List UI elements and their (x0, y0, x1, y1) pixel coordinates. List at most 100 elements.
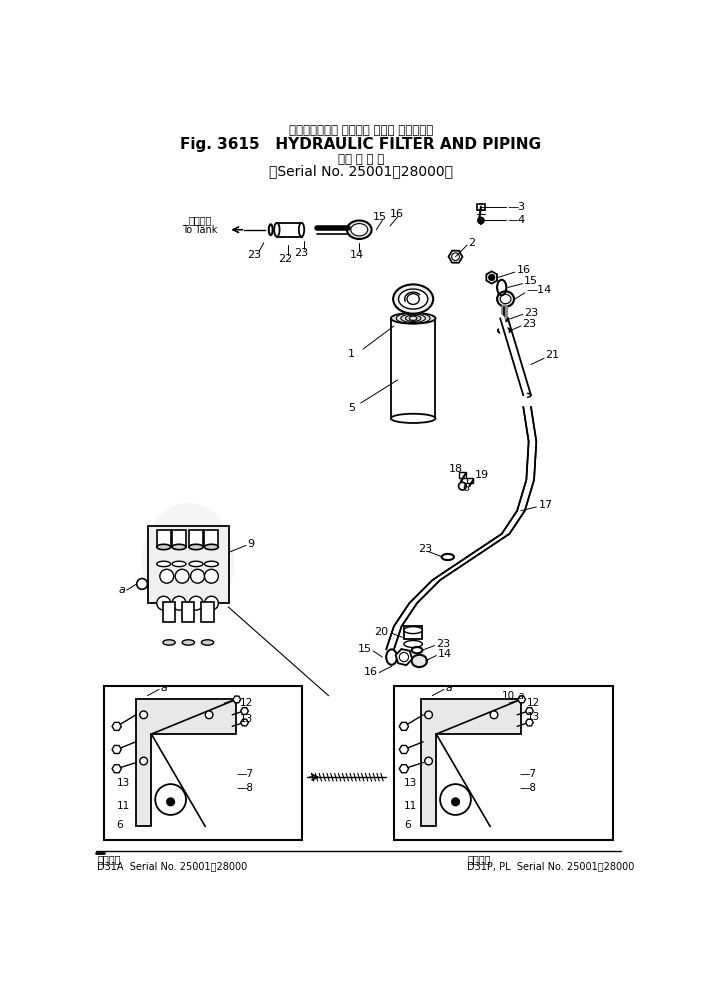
Circle shape (440, 784, 471, 815)
Text: 15: 15 (358, 645, 372, 654)
Text: 9: 9 (248, 539, 255, 549)
Text: a: a (161, 683, 168, 693)
Ellipse shape (398, 289, 428, 309)
Ellipse shape (204, 544, 218, 550)
Ellipse shape (500, 294, 511, 304)
Text: 16: 16 (516, 265, 530, 275)
Text: 23: 23 (294, 248, 308, 258)
Ellipse shape (523, 394, 531, 398)
Text: 23: 23 (524, 308, 538, 318)
Text: 22: 22 (278, 254, 292, 264)
Text: —8: —8 (520, 783, 536, 793)
Ellipse shape (163, 640, 175, 646)
Bar (477, 205, 485, 211)
Text: 6: 6 (462, 483, 469, 493)
Text: a: a (517, 691, 524, 701)
Text: ハイドロリック フイルタ および パイピング: ハイドロリック フイルタ および パイピング (289, 124, 433, 137)
Text: 10: 10 (502, 691, 515, 701)
Circle shape (191, 570, 204, 584)
Text: 20: 20 (375, 627, 389, 637)
Text: 16: 16 (364, 667, 378, 677)
Ellipse shape (404, 641, 422, 647)
Text: Fig. 3615   HYDRAULIC FILTER AND PIPING: Fig. 3615 HYDRAULIC FILTER AND PIPING (180, 138, 541, 153)
Ellipse shape (347, 220, 372, 239)
Text: 21: 21 (546, 350, 560, 360)
Bar (163, 602, 175, 623)
Text: —4: —4 (508, 215, 526, 225)
Circle shape (189, 596, 203, 610)
Text: a: a (118, 585, 125, 595)
Text: —7: —7 (520, 769, 536, 779)
Circle shape (452, 798, 460, 806)
Bar (404, 626, 422, 640)
Text: 11: 11 (117, 801, 130, 811)
Text: 14: 14 (350, 250, 364, 260)
Circle shape (490, 711, 498, 718)
Bar (201, 602, 214, 623)
Circle shape (489, 275, 495, 280)
Circle shape (425, 757, 432, 765)
Polygon shape (421, 700, 521, 827)
Ellipse shape (172, 544, 186, 550)
Bar (103, 687, 301, 840)
Text: 23: 23 (246, 250, 261, 260)
Ellipse shape (393, 284, 433, 314)
Text: 17: 17 (539, 501, 553, 511)
Circle shape (137, 579, 148, 589)
Text: タンクへ: タンクへ (188, 215, 212, 225)
Ellipse shape (189, 561, 203, 567)
Circle shape (399, 652, 408, 661)
Circle shape (157, 596, 170, 610)
Text: 13: 13 (527, 712, 539, 722)
Ellipse shape (157, 561, 170, 567)
Text: 5: 5 (348, 402, 355, 412)
Circle shape (204, 570, 218, 584)
Ellipse shape (201, 640, 214, 646)
Text: 23: 23 (436, 639, 451, 649)
Text: D31A  Serial No. 25001～28000: D31A Serial No. 25001～28000 (97, 862, 248, 872)
Text: 19: 19 (474, 469, 489, 479)
Ellipse shape (412, 654, 427, 667)
Ellipse shape (172, 561, 186, 567)
Text: （適 用 号 機: （適 用 号 機 (338, 153, 384, 165)
Circle shape (155, 784, 186, 815)
Text: To Tank: To Tank (182, 224, 218, 235)
Bar (189, 530, 203, 547)
Circle shape (167, 798, 175, 806)
Bar (458, 472, 466, 477)
Bar (204, 530, 218, 547)
Text: 15: 15 (373, 212, 387, 221)
Text: 16: 16 (390, 209, 404, 218)
Text: 12: 12 (240, 699, 253, 708)
Ellipse shape (404, 627, 422, 634)
Circle shape (204, 596, 218, 610)
Bar (467, 478, 473, 483)
Ellipse shape (189, 544, 203, 550)
Circle shape (206, 711, 213, 718)
Ellipse shape (142, 503, 234, 619)
Bar (394, 687, 613, 840)
Ellipse shape (391, 413, 436, 423)
Text: 15: 15 (524, 276, 538, 285)
Bar (149, 526, 229, 603)
Circle shape (175, 570, 189, 584)
Circle shape (425, 711, 432, 718)
Text: —14: —14 (527, 284, 552, 295)
Polygon shape (136, 700, 236, 827)
Text: 13: 13 (117, 777, 130, 787)
Circle shape (458, 482, 466, 490)
Circle shape (160, 570, 174, 584)
Text: 2: 2 (469, 238, 476, 248)
Text: —8: —8 (236, 783, 253, 793)
Ellipse shape (351, 223, 367, 236)
Text: 11: 11 (404, 801, 417, 811)
Bar (182, 602, 194, 623)
Text: D31P, PL  Serial No. 25001～28000: D31P, PL Serial No. 25001～28000 (467, 862, 634, 872)
Ellipse shape (407, 293, 420, 304)
Polygon shape (386, 406, 536, 649)
Circle shape (140, 711, 148, 718)
Text: 13: 13 (240, 713, 253, 723)
Ellipse shape (204, 561, 218, 567)
Circle shape (478, 217, 484, 223)
Text: 適用号機: 適用号機 (467, 854, 491, 864)
